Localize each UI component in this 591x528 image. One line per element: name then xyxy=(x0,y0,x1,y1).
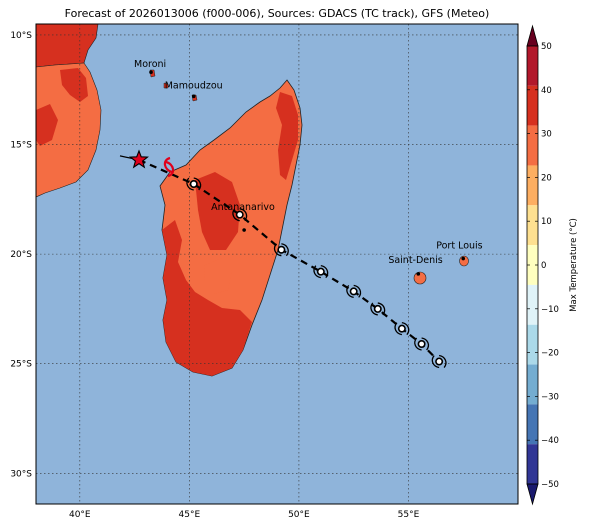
cyclone-symbols xyxy=(186,177,447,369)
madagascar-hot-north xyxy=(276,92,298,180)
colorbar-band xyxy=(527,125,538,166)
cyclone-symbol-icon xyxy=(186,177,202,191)
cyclone-symbol-icon xyxy=(313,265,329,279)
city-label: Moroni xyxy=(134,59,166,70)
map-frame xyxy=(35,23,519,505)
cyclone-symbol-icon xyxy=(232,208,248,222)
longitude-tick-label: 40°E xyxy=(69,510,91,520)
colorbar-tick-label: 40 xyxy=(541,86,552,96)
colorbar-bottom-extend xyxy=(526,483,539,506)
colorbar-tick-label: 50 xyxy=(541,42,552,52)
map-title: Forecast of 2026013006 (f000-006), Sourc… xyxy=(64,7,490,20)
colorbar-tick-label: −50 xyxy=(541,480,559,490)
city-markers: Moroni Mamoudzou Antananarivo Saint-Denis Po… xyxy=(134,59,483,276)
colorbar-tick-label: 0 xyxy=(541,261,546,271)
latitude-tick-label: 20°S xyxy=(10,250,32,260)
red-cyclone-swirl xyxy=(163,156,175,178)
axis-labels: 10°S 15°S 20°S 25°S 30°S 40°E 45°E 50°E 55°E xyxy=(10,31,419,520)
colorbar-band xyxy=(527,165,538,206)
colorbar-band xyxy=(527,46,538,86)
colorbar-band xyxy=(527,205,538,246)
colorbar-band xyxy=(527,245,538,285)
colorbar-top-extend xyxy=(526,24,539,47)
colorbar-tick-label: −40 xyxy=(541,436,559,446)
colorbar-tick-label: 30 xyxy=(541,130,552,140)
city-label: Port Louis xyxy=(436,241,482,252)
africa-hot-patch xyxy=(36,104,58,146)
colorbar-band xyxy=(527,364,538,405)
colorbar: 50 40 30 20 10 0 −10 −20 −30 −40 −50 xyxy=(526,24,559,506)
colorbar-tick-label: −10 xyxy=(541,305,559,315)
longitude-tick-label: 55°E xyxy=(398,510,420,520)
city-label: Mamoudzou xyxy=(165,80,223,91)
madagascar-warm-inland xyxy=(204,258,232,294)
cyclone-symbol-icon xyxy=(346,284,362,299)
cyclone-symbol-icon xyxy=(370,302,386,316)
madagascar-hot-west xyxy=(162,220,252,376)
longitude-tick-label: 50°E xyxy=(288,510,310,520)
latitude-tick-label: 25°S xyxy=(10,360,32,370)
colorbar-tick-label: 10 xyxy=(541,217,552,227)
city-dot xyxy=(461,256,466,261)
africa-hot-patch xyxy=(60,68,88,102)
city-dot xyxy=(191,94,196,99)
cyclone-symbol-icon xyxy=(414,337,430,351)
colorbar-band xyxy=(527,324,538,365)
colorbar-label: Max Temperature (°C) xyxy=(569,218,579,312)
latitude-tick-label: 15°S xyxy=(10,141,32,151)
anjouan-island xyxy=(163,82,169,89)
city-dot xyxy=(242,228,246,232)
cyclone-symbol-icon xyxy=(394,322,410,336)
latitude-tick-label: 10°S xyxy=(10,31,32,41)
latitude-tick-label: 30°S xyxy=(10,469,32,479)
city-label: Saint-Denis xyxy=(388,255,442,266)
forecast-track-line xyxy=(138,158,440,363)
colorbar-tick-label: −30 xyxy=(541,392,559,402)
colorbar-tick-label: 20 xyxy=(541,173,552,183)
colorbar-band xyxy=(527,444,538,484)
cyclone-symbol-icon xyxy=(431,354,447,369)
longitude-tick-label: 45°E xyxy=(179,510,201,520)
colorbar-band xyxy=(527,284,538,325)
cyclone-symbol-icon xyxy=(273,243,289,257)
colorbar-tick-label: −20 xyxy=(541,349,559,359)
current-position-star-icon xyxy=(128,149,149,169)
colorbar-band xyxy=(527,85,538,126)
city-dot xyxy=(149,70,153,75)
colorbar-band xyxy=(527,404,538,445)
city-label: Antananarivo xyxy=(211,202,275,213)
city-dot xyxy=(416,272,421,276)
